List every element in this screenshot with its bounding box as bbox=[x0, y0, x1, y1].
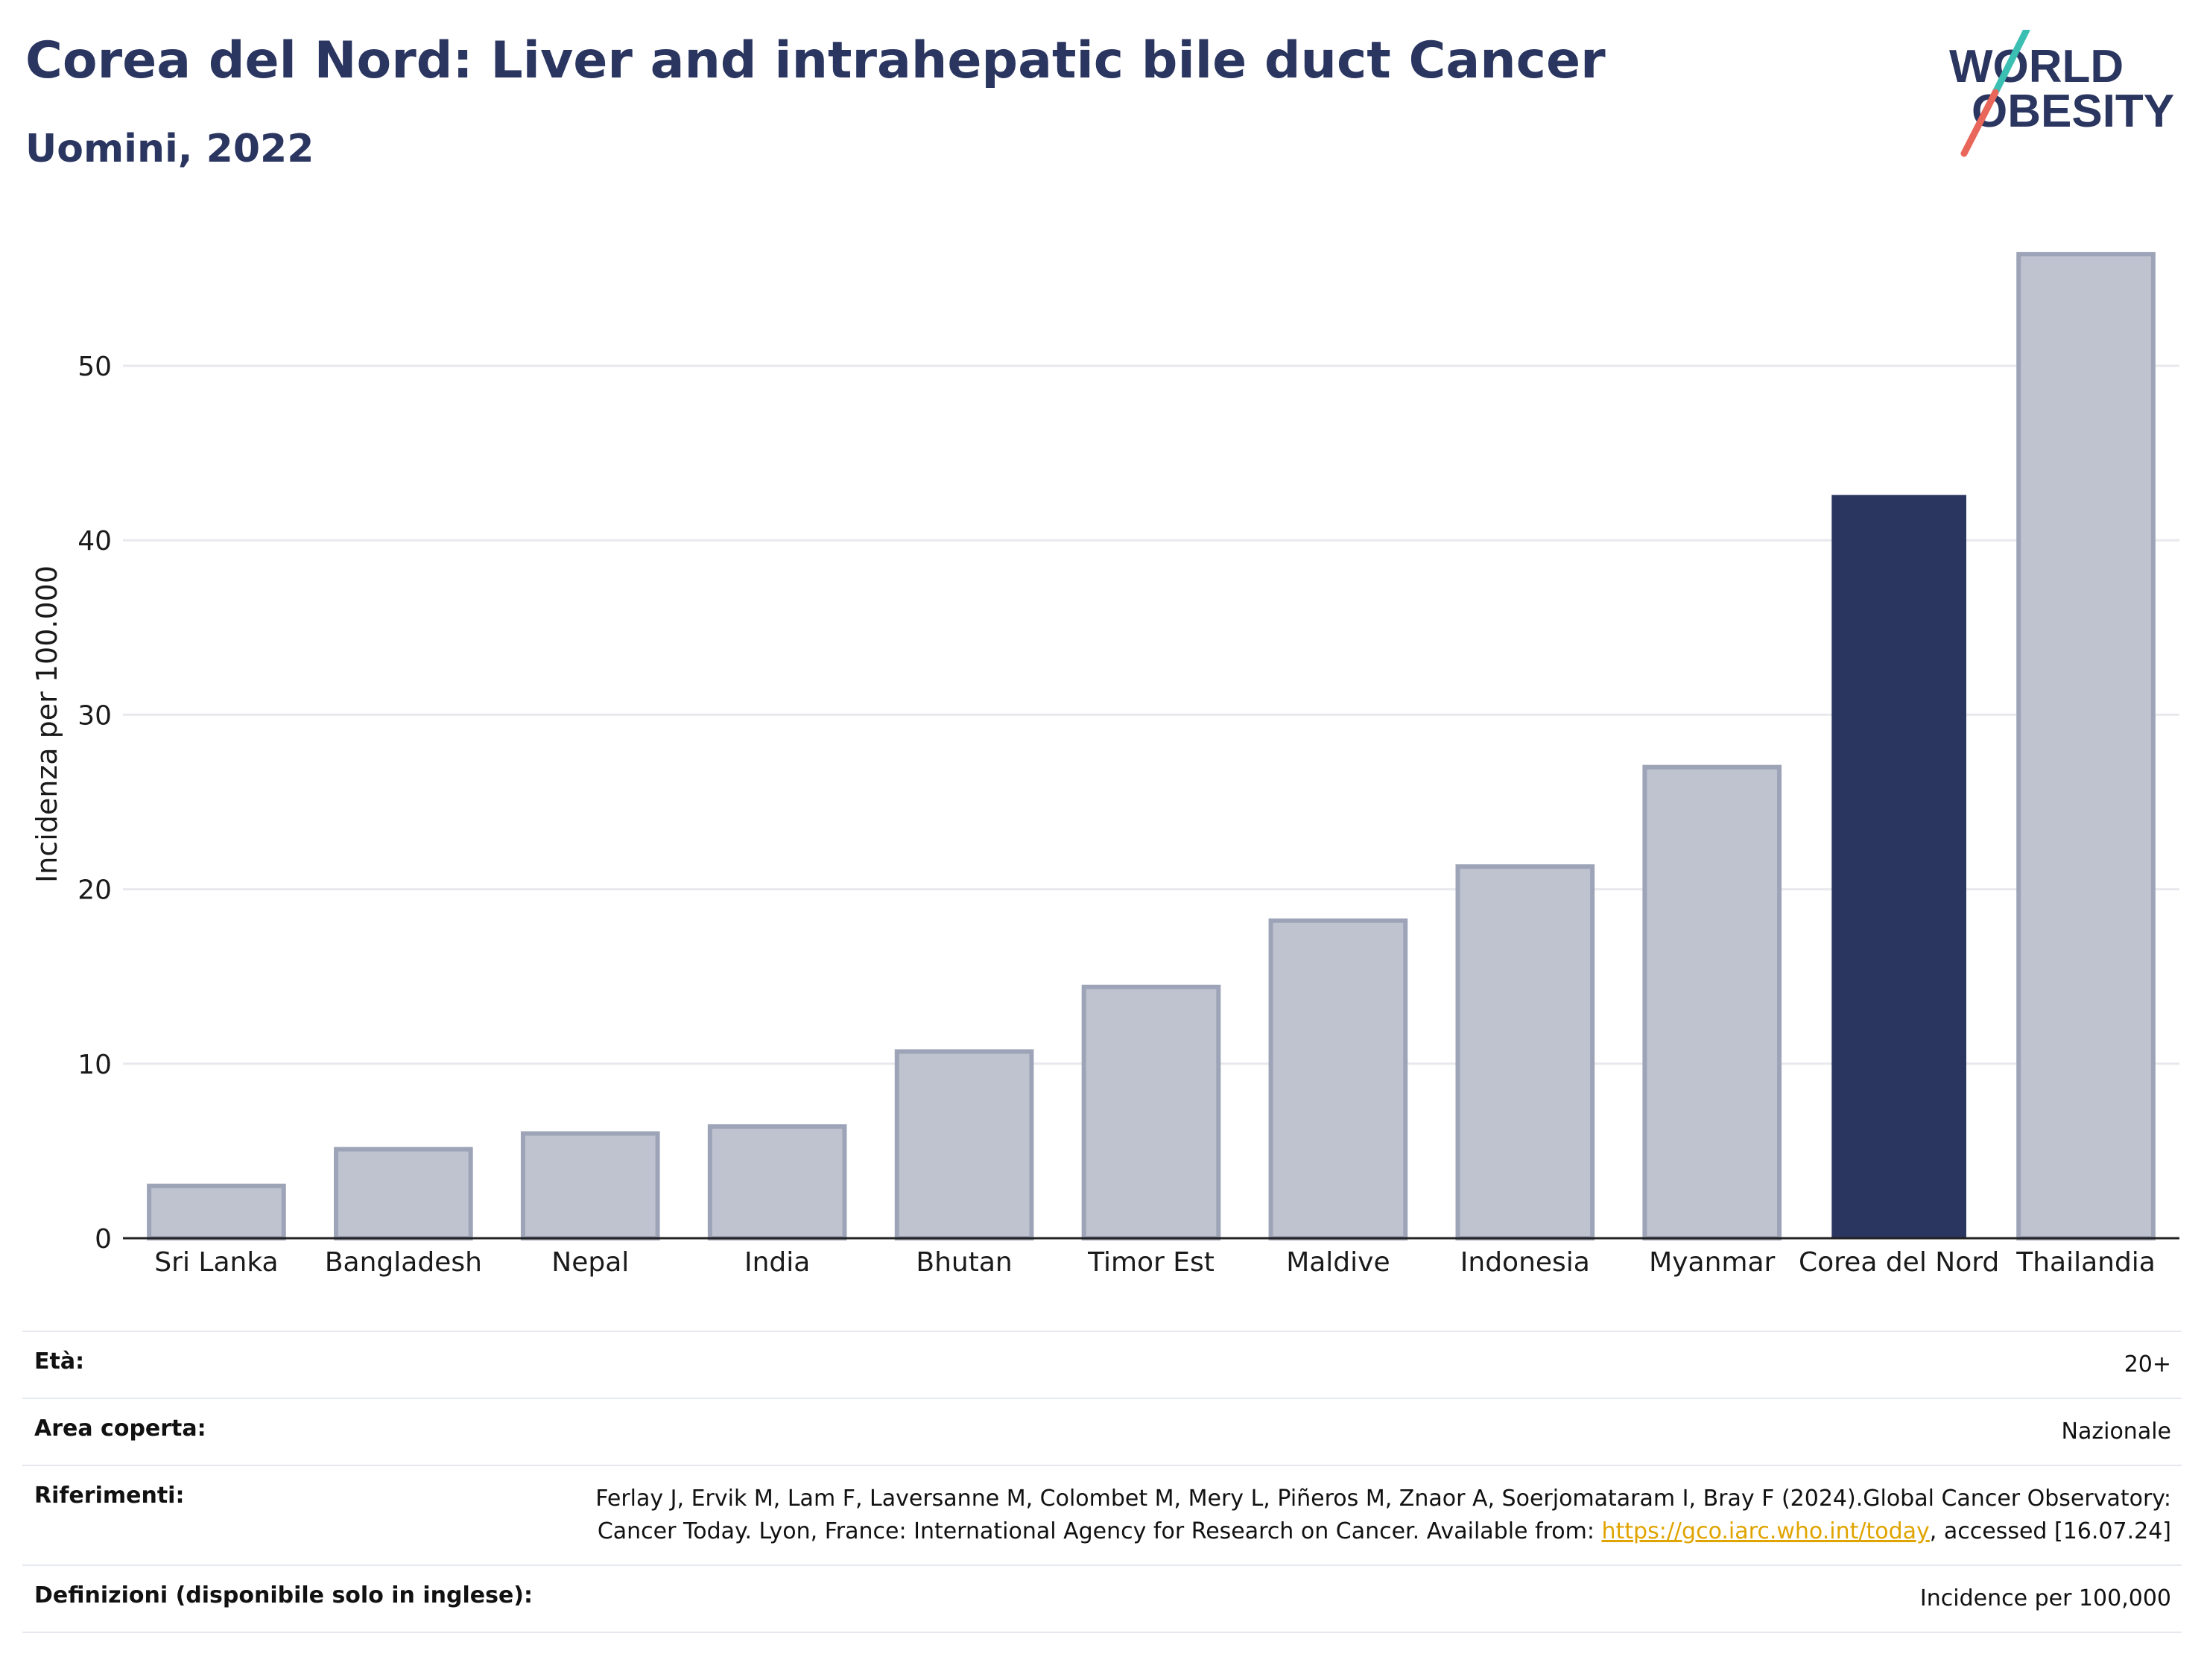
y-tick-label: 30 bbox=[77, 700, 112, 731]
metadata-table: Età: 20+ Area coperta: Nazionale Riferim… bbox=[22, 1331, 2182, 1633]
bar-maldive bbox=[1268, 918, 1408, 1240]
meta-label-eta: Età: bbox=[34, 1348, 85, 1375]
x-tick-labels: Sri Lanka Bangladesh Nepal India Bhutan Timor… bbox=[154, 1247, 2156, 1278]
bar-bangladesh bbox=[334, 1147, 473, 1240]
y-tick-labels: 0 10 20 30 40 50 bbox=[77, 352, 112, 1255]
bar-chart: 0 10 20 30 40 50 Sri Lanka Bangladesh Nepal Indi… bbox=[31, 252, 2179, 1278]
meta-label-references: Riferimenti: bbox=[34, 1483, 185, 1509]
meta-row-area: Area coperta: Nazionale bbox=[22, 1398, 2182, 1465]
meta-row-definitions: Definizioni (disponibile solo in inglese… bbox=[22, 1565, 2182, 1633]
x-tick-label: Bangladesh bbox=[325, 1247, 482, 1278]
page-subtitle: Uomini, 2022 bbox=[25, 127, 314, 171]
world-obesity-logo: WORLD OBESITY bbox=[1949, 30, 2174, 157]
bar-myanmar bbox=[1642, 764, 1782, 1241]
y-tick-label: 50 bbox=[77, 352, 112, 382]
meta-label-definitions: Definizioni (disponibile solo in inglese… bbox=[34, 1582, 533, 1608]
meta-row-eta: Età: 20+ bbox=[22, 1331, 2182, 1398]
y-tick-label: 10 bbox=[77, 1050, 112, 1080]
x-tick-label: Timor Est bbox=[1087, 1247, 1215, 1278]
bar-bhutan bbox=[894, 1049, 1034, 1240]
x-tick-label: Indonesia bbox=[1460, 1247, 1590, 1278]
meta-value-references: Ferlay J, Ervik M, Lam F, Laversanne M, … bbox=[592, 1483, 2171, 1548]
bar-corea-del-nord bbox=[1831, 495, 1966, 1238]
logo-slash-top bbox=[1992, 30, 2030, 96]
x-tick-label: Maldive bbox=[1286, 1247, 1390, 1278]
meta-value-eta: 20+ bbox=[2124, 1351, 2171, 1378]
bar-thailandia bbox=[2016, 252, 2156, 1240]
x-tick-label: Corea del Nord bbox=[1799, 1247, 1999, 1278]
y-tick-label: 40 bbox=[77, 526, 112, 557]
bar-nepal bbox=[520, 1131, 660, 1240]
x-tick-label: India bbox=[744, 1247, 810, 1278]
y-axis-title: Incidenza per 100.000 bbox=[31, 565, 63, 883]
x-tick-label: Nepal bbox=[551, 1247, 629, 1278]
reference-accessed: , accessed [16.07.24] bbox=[1929, 1518, 2171, 1544]
reference-link[interactable]: https://gco.iarc.who.int/today bbox=[1601, 1518, 1930, 1544]
meta-row-references: Riferimenti: Ferlay J, Ervik M, Lam F, L… bbox=[22, 1465, 2182, 1565]
logo-slash-bottom bbox=[1960, 89, 1999, 157]
bar-indonesia bbox=[1455, 864, 1595, 1241]
meta-value-definitions: Incidence per 100,000 bbox=[1919, 1585, 2171, 1611]
x-tick-label: Thailandia bbox=[2015, 1247, 2156, 1278]
y-tick-label: 20 bbox=[77, 875, 112, 906]
x-tick-label: Sri Lanka bbox=[154, 1247, 278, 1278]
x-tick-label: Myanmar bbox=[1649, 1247, 1775, 1278]
meta-label-area: Area coperta: bbox=[34, 1416, 206, 1442]
meta-value-area: Nazionale bbox=[2061, 1419, 2171, 1445]
bar-timor-est bbox=[1081, 984, 1221, 1240]
page-title: Corea del Nord: Liver and intrahepatic b… bbox=[25, 31, 1606, 90]
bar-india bbox=[707, 1124, 847, 1241]
logo-line2: OBESITY bbox=[1972, 86, 2174, 137]
x-tick-label: Bhutan bbox=[916, 1247, 1012, 1278]
bar-sri-lanka bbox=[147, 1183, 286, 1240]
bars bbox=[147, 252, 2156, 1241]
y-tick-label: 0 bbox=[95, 1224, 112, 1255]
logo-line1: WORLD bbox=[1949, 41, 2124, 92]
reference-text: Ferlay J, Ervik M, Lam F, Laversanne M, … bbox=[595, 1486, 2171, 1544]
